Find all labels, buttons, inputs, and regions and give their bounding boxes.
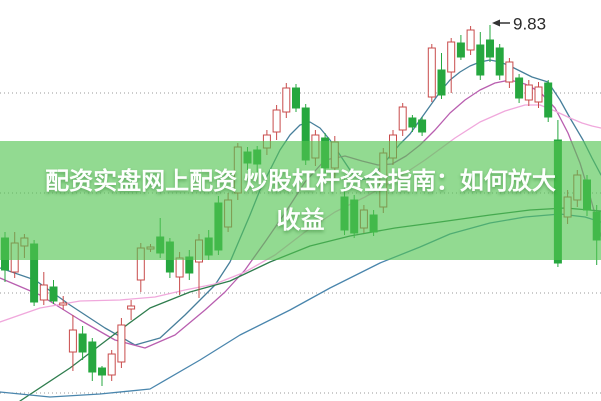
down-candle: [544, 82, 553, 118]
down-candle: [515, 77, 524, 99]
down-candle: [486, 39, 494, 58]
down-candle: [456, 42, 465, 58]
banner-title-line1: 配资实盘网上配资 炒股杠杆资金指南：如何放大: [45, 167, 556, 195]
down-candle: [78, 333, 87, 353]
down-candle: [408, 117, 417, 128]
up-candle: [272, 109, 281, 133]
down-candle: [476, 44, 485, 76]
up-candle: [39, 284, 48, 301]
up-candle: [398, 106, 407, 131]
down-candle: [418, 119, 427, 133]
up-candle: [447, 41, 456, 73]
down-candle: [98, 367, 106, 376]
up-candle: [282, 87, 291, 113]
up-candle: [127, 305, 136, 310]
annotation-arrow-head: [492, 19, 500, 27]
up-candle: [524, 84, 533, 101]
up-candle: [505, 61, 514, 83]
up-candle: [466, 29, 475, 51]
down-candle: [292, 87, 300, 109]
up-candle: [59, 302, 68, 306]
annotation-price-label: 9.83: [513, 15, 546, 34]
banner-title-line2: 收益: [276, 206, 325, 234]
price-annotation: 9.83: [492, 15, 546, 34]
up-candle: [534, 86, 543, 103]
up-candle: [107, 353, 116, 376]
down-candle: [495, 47, 504, 76]
down-candle: [88, 341, 97, 373]
up-candle: [427, 47, 436, 98]
up-candle: [68, 329, 77, 353]
down-candle: [437, 69, 446, 96]
overlay-banner: 配资实盘网上配资 炒股杠杆资金指南：如何放大 收益: [0, 141, 601, 260]
down-candle: [49, 286, 58, 302]
up-candle: [175, 257, 184, 278]
up-candle: [117, 324, 126, 363]
